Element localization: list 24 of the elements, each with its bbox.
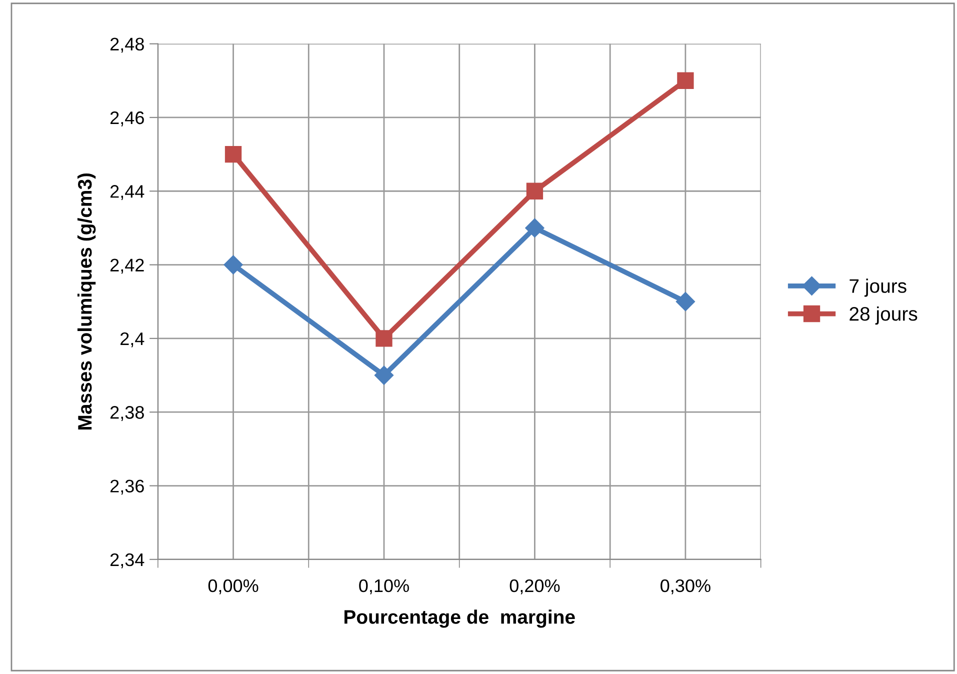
x-tick-label: 0,10% [359, 579, 409, 594]
y-tick-label: 2,38 [110, 406, 144, 421]
point [224, 255, 243, 274]
y-axis-title: Masses volumiques (g/cm3) [77, 173, 96, 430]
point [676, 292, 695, 312]
x-tick-label: 0,30% [660, 579, 710, 594]
point [376, 330, 392, 347]
point [526, 182, 544, 200]
y-tick-label: 2,42 [110, 258, 144, 274]
legend-label: 28 jours [850, 306, 918, 325]
y-tick-label: 2,48 [110, 38, 144, 53]
y-tick-label: 2,36 [110, 480, 144, 495]
y-tick-label: 2,34 [110, 553, 144, 568]
y-tick-label: 2,4 [120, 332, 144, 348]
x-axis-title: Pourcentage de margine [344, 610, 575, 628]
y-tick-label: 2,46 [110, 111, 144, 126]
y-tick-label: 2,44 [110, 185, 144, 200]
point [374, 366, 394, 385]
point [677, 72, 694, 89]
x-tick-label: 0,00% [208, 579, 258, 594]
x-tick-label: 0,20% [510, 579, 560, 594]
legend-label: 7 jours [850, 278, 906, 297]
point [224, 146, 242, 163]
point [525, 218, 544, 238]
